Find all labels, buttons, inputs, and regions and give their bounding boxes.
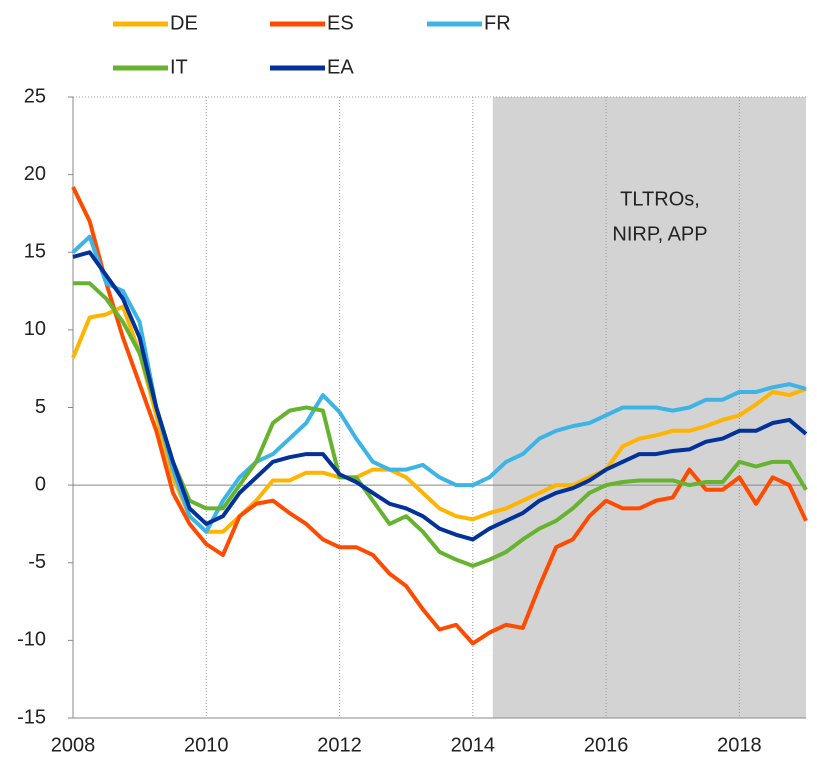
x-tick-label: 2012 bbox=[317, 734, 362, 756]
y-tick-label: 15 bbox=[24, 241, 46, 263]
y-tick-label: 5 bbox=[35, 396, 46, 418]
y-tick-label: -10 bbox=[17, 629, 46, 651]
annotation: NIRP, APP bbox=[612, 223, 707, 245]
x-tick-label: 2010 bbox=[184, 734, 229, 756]
y-tick-label: 20 bbox=[24, 163, 46, 185]
y-tick-label: -15 bbox=[17, 706, 46, 728]
legend-label: EA bbox=[327, 56, 354, 78]
x-tick-label: 2018 bbox=[717, 734, 762, 756]
series-line bbox=[73, 281, 808, 568]
x-tick-label: 2016 bbox=[584, 734, 629, 756]
legend-label: FR bbox=[484, 12, 511, 34]
series-line bbox=[71, 234, 807, 534]
legend-label: ES bbox=[327, 12, 354, 34]
y-tick-label: 10 bbox=[24, 318, 46, 340]
x-tick-label: 2008 bbox=[51, 734, 96, 756]
y-tick-label: 0 bbox=[35, 473, 46, 495]
series-line bbox=[72, 250, 808, 542]
annotation: TLTROs, bbox=[620, 188, 700, 210]
y-tick-label: -5 bbox=[28, 551, 46, 573]
x-tick-label: 2014 bbox=[451, 734, 496, 756]
y-tick-label: 25 bbox=[24, 85, 46, 107]
series-line bbox=[71, 186, 808, 646]
legend-label: IT bbox=[170, 56, 188, 78]
legend-label: DE bbox=[170, 12, 198, 34]
